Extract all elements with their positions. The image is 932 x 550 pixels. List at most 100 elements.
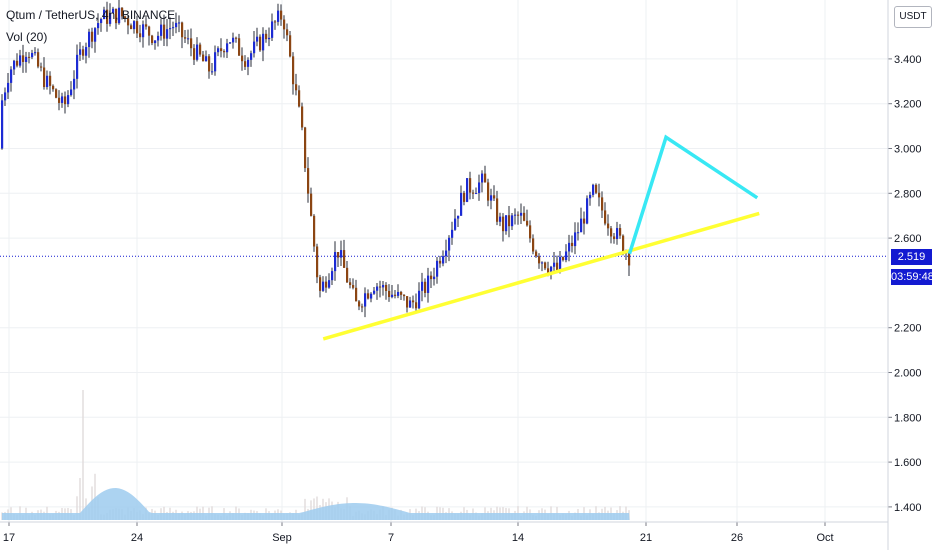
candle-body — [460, 192, 463, 216]
candle-body — [400, 291, 403, 295]
currency-selector[interactable]: USDT — [894, 6, 932, 28]
candle-body — [169, 28, 172, 30]
x-tick-label: Sep — [272, 532, 292, 544]
candle-body — [454, 218, 457, 230]
candle-body — [247, 59, 250, 67]
candle-body — [508, 215, 511, 227]
y-tick-label: 3.400 — [894, 54, 922, 66]
candle-body — [109, 12, 112, 24]
candle-body — [295, 84, 298, 91]
candle-body — [271, 21, 274, 38]
candle-body — [100, 19, 103, 24]
drawings-layer[interactable] — [0, 134, 888, 341]
candle-body — [76, 54, 79, 79]
candle-body — [52, 85, 55, 90]
candle-body — [145, 24, 148, 27]
candle-body — [307, 168, 310, 194]
candle-body — [226, 43, 229, 53]
candle-body — [373, 290, 376, 294]
candle-body — [562, 256, 565, 261]
candle-body — [370, 293, 373, 299]
candle-body — [448, 237, 451, 251]
candle-body — [550, 266, 553, 273]
candle-body — [346, 267, 349, 283]
candle-body — [340, 250, 343, 258]
candle-body — [265, 33, 268, 40]
candle-body — [472, 192, 475, 194]
candle-body — [37, 52, 40, 67]
candle-body — [490, 195, 493, 201]
candle-body — [124, 16, 127, 19]
x-tick-label: 26 — [731, 532, 743, 544]
candle-body — [475, 193, 478, 195]
candle-body — [46, 75, 49, 88]
candle-body — [499, 216, 502, 222]
candle-body — [397, 291, 400, 296]
candle-body — [382, 284, 385, 288]
candle-body — [619, 228, 622, 236]
candle-body — [571, 242, 574, 247]
candle-body — [502, 216, 505, 232]
candle-body — [364, 293, 367, 307]
candle-body — [535, 251, 538, 257]
candle-body — [127, 18, 130, 26]
candle-body — [73, 78, 76, 90]
candle-body — [304, 127, 307, 169]
candle-body — [559, 256, 562, 271]
candle-body — [463, 192, 466, 202]
projection-path[interactable] — [627, 134, 759, 255]
candle-body — [577, 232, 580, 234]
support-trendline[interactable] — [322, 211, 760, 341]
candle-body — [220, 48, 223, 52]
candle-body — [325, 281, 328, 288]
candle-body — [598, 192, 601, 198]
candle-body — [376, 286, 379, 291]
candle-body — [253, 41, 256, 54]
candle-body — [256, 36, 259, 42]
candle-body — [229, 42, 232, 44]
candle-body — [241, 55, 244, 62]
candle-body — [481, 173, 484, 183]
candle-body — [166, 29, 169, 39]
candle-body — [250, 53, 253, 60]
candle-body — [34, 52, 37, 54]
candle-body — [616, 228, 619, 239]
y-tick-label: 1.600 — [894, 457, 922, 469]
candle-body — [568, 242, 571, 252]
x-tick-label: 7 — [388, 532, 394, 544]
volume-indicator-label[interactable]: Vol (20) — [6, 30, 48, 44]
candle-body — [205, 56, 208, 62]
x-tick-label: 21 — [640, 532, 652, 544]
candle-body — [418, 290, 421, 309]
candle-body — [586, 198, 589, 224]
candle-series — [1, 0, 631, 318]
candle-body — [10, 69, 13, 83]
candle-body — [592, 184, 595, 195]
candle-body — [436, 260, 439, 277]
candle-body — [565, 251, 568, 261]
candle-body — [439, 260, 442, 264]
candle-body — [595, 184, 598, 193]
candle-body — [43, 67, 46, 88]
candle-body — [235, 37, 238, 39]
candle-body — [292, 56, 295, 85]
candle-body — [4, 92, 7, 101]
bar-countdown-tag: 03:59:48 — [891, 269, 932, 285]
candle-body — [49, 75, 52, 86]
candle-body — [142, 24, 145, 38]
candle-body — [112, 8, 115, 13]
x-tick-label: Oct — [816, 532, 833, 544]
candle-body — [85, 47, 88, 56]
candle-body — [610, 228, 613, 237]
candle-body — [139, 33, 142, 38]
candle-body — [487, 182, 490, 201]
candle-body — [547, 268, 550, 273]
candle-body — [196, 44, 199, 60]
candle-body — [343, 250, 346, 268]
candle-body — [289, 35, 292, 57]
candle-body — [178, 22, 181, 24]
candle-body — [193, 48, 196, 60]
candle-body — [217, 48, 220, 53]
